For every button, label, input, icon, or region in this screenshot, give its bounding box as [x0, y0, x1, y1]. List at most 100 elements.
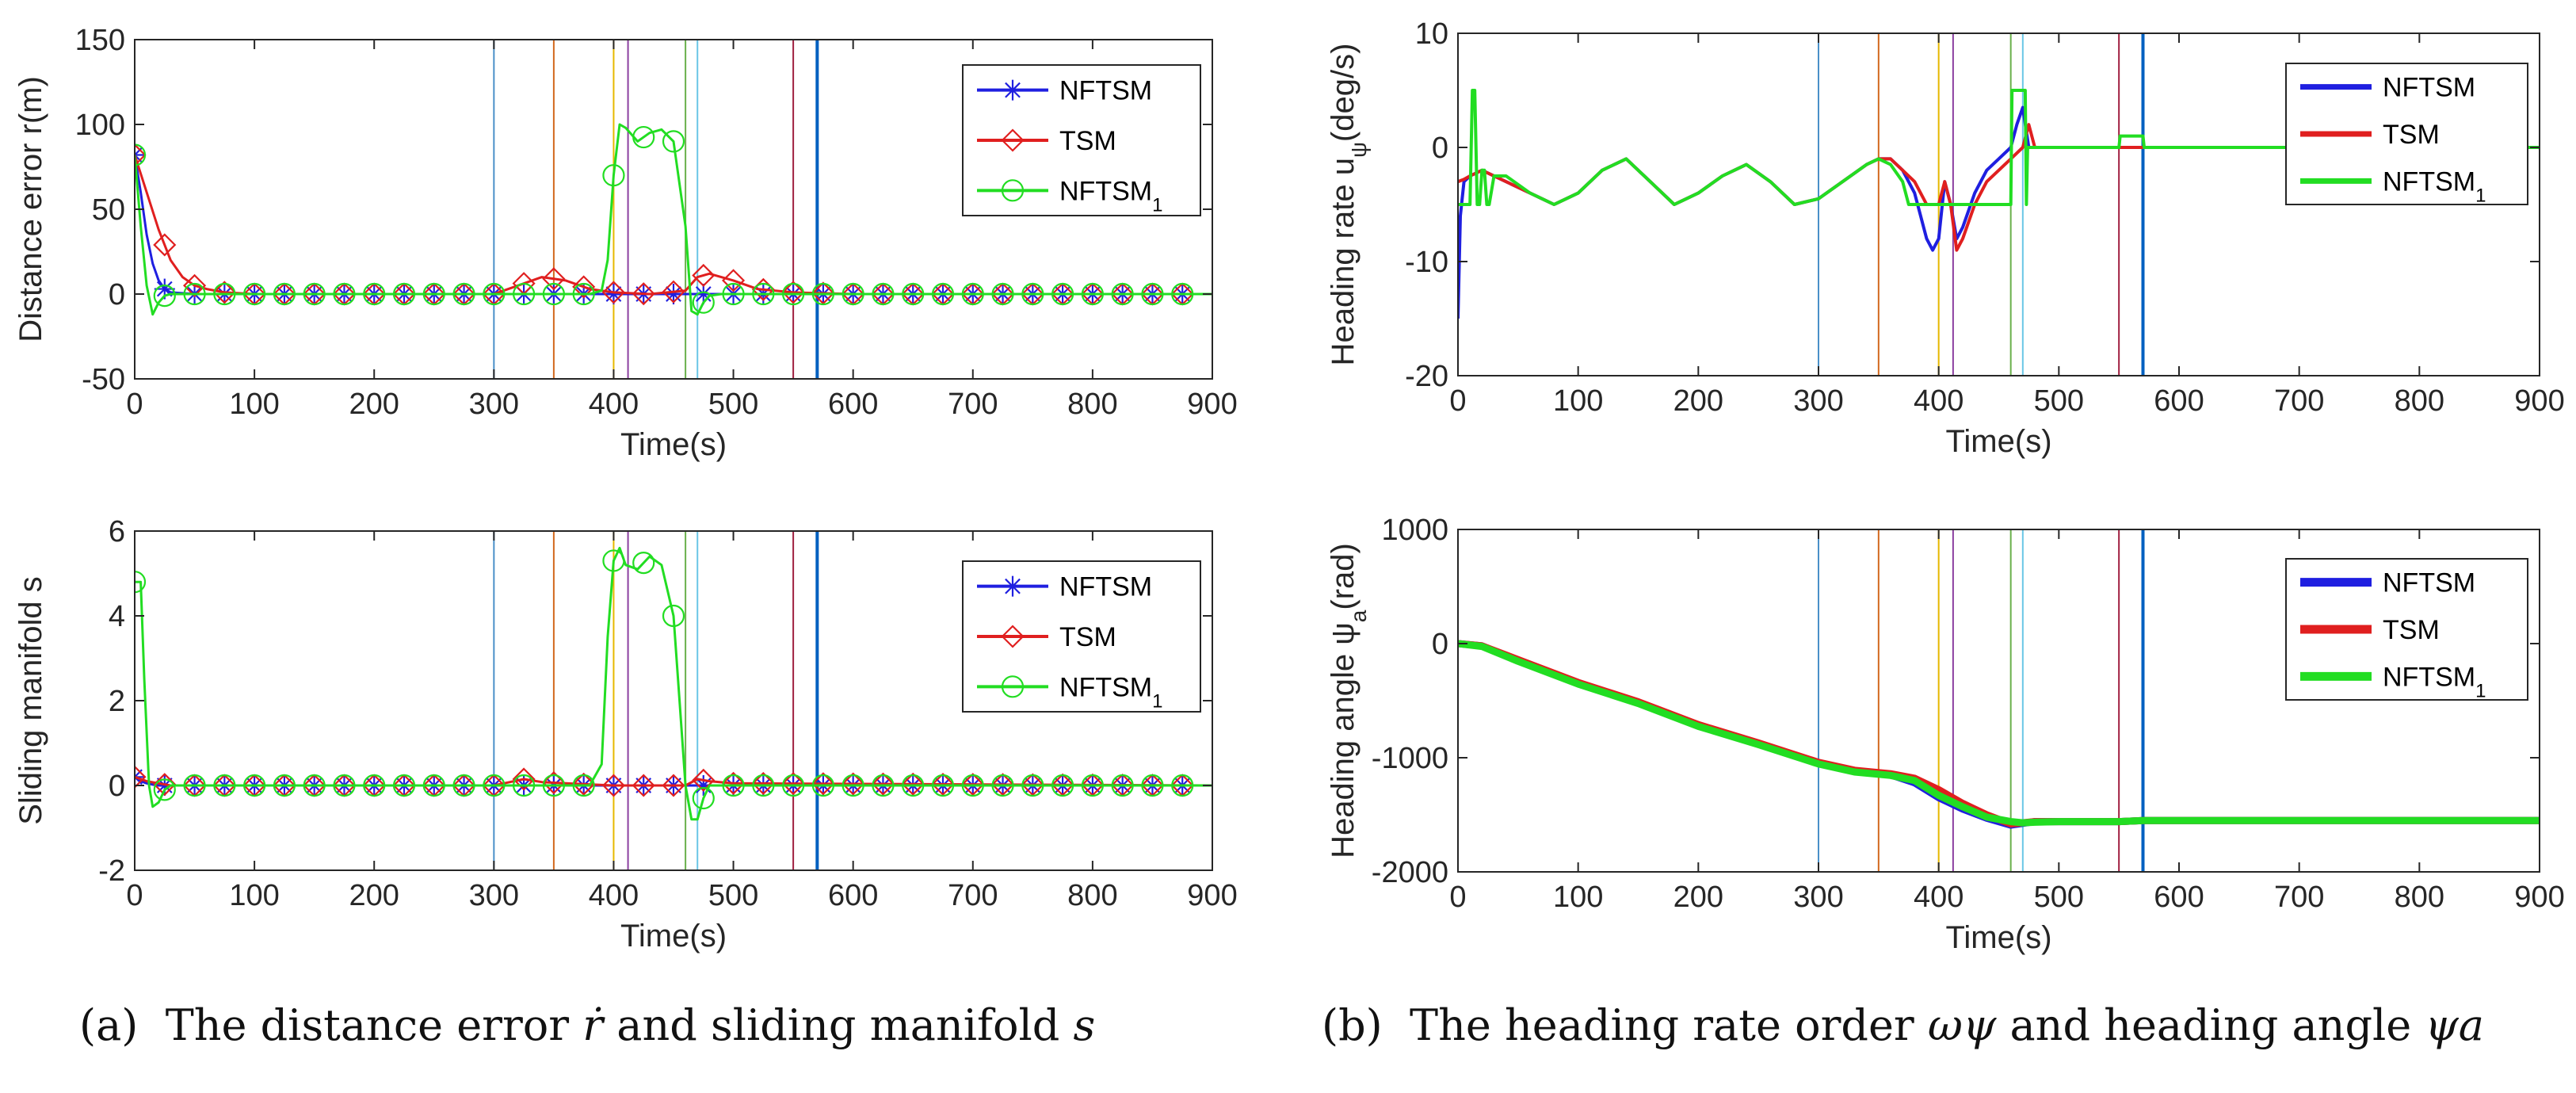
data-point-marker [961, 774, 984, 797]
legend-marker [1002, 79, 1023, 101]
data-point-marker [572, 282, 595, 306]
data-point-marker [1081, 774, 1104, 797]
data-point-marker [601, 281, 626, 304]
data-point-marker [333, 282, 356, 306]
data-point-marker [135, 571, 147, 594]
data-point-marker [513, 774, 536, 797]
data-point-marker [841, 772, 865, 796]
data-point-marker [243, 774, 266, 797]
series-group [1458, 89, 2540, 319]
data-point-marker [452, 282, 475, 306]
data-point-marker [991, 774, 1014, 797]
legend-label: TSM [1059, 622, 1116, 652]
x-tick-label: 100 [229, 388, 279, 421]
x-tick-label: 500 [708, 388, 758, 421]
data-point-marker [513, 282, 536, 306]
data-point-marker [722, 282, 745, 306]
caption-a-sym2: s [1073, 1000, 1096, 1050]
legend-label: NFTSM1 [2383, 662, 2486, 701]
data-point-marker [603, 284, 624, 304]
data-point-marker [542, 267, 566, 291]
caption-b-sym1: ωψ [1927, 1000, 1997, 1050]
data-point-marker [961, 773, 985, 797]
y-tick-label: 0 [1432, 132, 1448, 165]
series-line-nftsm1 [135, 546, 1212, 821]
data-point-marker [542, 282, 565, 306]
data-point-marker [1081, 282, 1104, 306]
data-point-marker [212, 281, 236, 304]
x-tick-label: 700 [948, 388, 998, 421]
legend-label: NFTSM [1059, 572, 1152, 602]
data-point-marker [811, 774, 834, 797]
data-point-marker [991, 282, 1014, 306]
x-tick-label: 800 [1067, 388, 1117, 421]
series-group [135, 546, 1212, 821]
y-axis-label: Heading rate uψ(deg/s) [1326, 44, 1371, 366]
x-tick-label: 400 [1914, 881, 1963, 914]
data-point-marker [542, 770, 566, 795]
data-point-marker [1171, 282, 1194, 306]
x-tick-label: 900 [1187, 388, 1237, 421]
data-point-marker [602, 164, 625, 187]
legend-label: NFTSM1 [1059, 672, 1162, 712]
x-tick-label: 700 [948, 879, 998, 912]
x-tick-label: 600 [2154, 881, 2204, 914]
heading-angle-chart: 0 100 200 300 400 500 600 700 800 900 -2000 -1000 0 1… [1326, 514, 2565, 955]
data-point-marker [1141, 282, 1164, 306]
data-point-marker [632, 552, 655, 575]
ticks: 0 100 200 300 400 500 600 700 800 900 -2000 -1000 0 1… [1372, 514, 2565, 914]
x-tick-label: 0 [1449, 881, 1466, 914]
x-tick-label: 300 [1793, 881, 1843, 914]
y-tick-label: -10 [1405, 246, 1448, 279]
data-point-marker [153, 778, 176, 801]
x-tick-label: 400 [589, 388, 639, 421]
legend: NFTSM TSM NFTSM1 [962, 560, 1201, 713]
data-point-marker [781, 281, 805, 304]
data-point-marker [662, 604, 685, 628]
x-tick-label: 100 [229, 879, 279, 912]
data-point-marker [632, 774, 655, 797]
data-point-marker [632, 282, 655, 306]
legend: NFTSM TSM NFTSM1 [2285, 558, 2528, 701]
x-tick-label: 0 [126, 879, 143, 912]
y-tick-label: -1000 [1372, 742, 1448, 775]
y-tick-label: 0 [1432, 628, 1448, 661]
data-point-marker [572, 275, 596, 299]
data-point-marker [135, 765, 147, 789]
data-point-marker [902, 774, 925, 797]
data-point-marker [1021, 282, 1044, 306]
x-tick-label: 0 [1449, 384, 1466, 418]
x-tick-label: 400 [589, 879, 639, 912]
y-tick-label: 0 [109, 770, 125, 803]
legend-label: NFTSM [1059, 76, 1152, 106]
y-axis-label: Distance error r(m) [13, 76, 48, 342]
caption-b-text: The heading rate order [1410, 1000, 1914, 1050]
caption-b: (b) The heading rate order ωψ and headin… [1322, 1000, 2484, 1050]
x-tick-label: 900 [2514, 384, 2564, 418]
series-line-nftsm1 [1458, 89, 2540, 206]
data-point-marker [872, 282, 895, 306]
data-point-marker [273, 282, 296, 306]
x-tick-label: 300 [469, 388, 519, 421]
caption-b-mid: and heading angle [2009, 1000, 2412, 1050]
caption-a: (a) The distance error ṙ and sliding man… [79, 1000, 1095, 1050]
data-point-marker [422, 282, 445, 306]
y-tick-label: 150 [75, 24, 125, 57]
data-point-marker [333, 774, 356, 797]
x-tick-label: 300 [469, 879, 519, 912]
x-tick-label: 500 [708, 879, 758, 912]
data-point-marker [721, 771, 746, 795]
data-point-marker [692, 263, 716, 288]
y-axis-label: Heading angle ψa(rad) [1326, 543, 1371, 858]
data-point-marker [213, 774, 236, 797]
y-tick-label: 2 [109, 685, 125, 718]
data-point-marker [572, 774, 595, 797]
x-tick-label: 800 [2395, 384, 2444, 418]
x-tick-label: 0 [126, 388, 143, 421]
data-point-marker [422, 774, 445, 797]
legend-label: NFTSM [2383, 568, 2475, 598]
x-tick-label: 600 [828, 879, 878, 912]
